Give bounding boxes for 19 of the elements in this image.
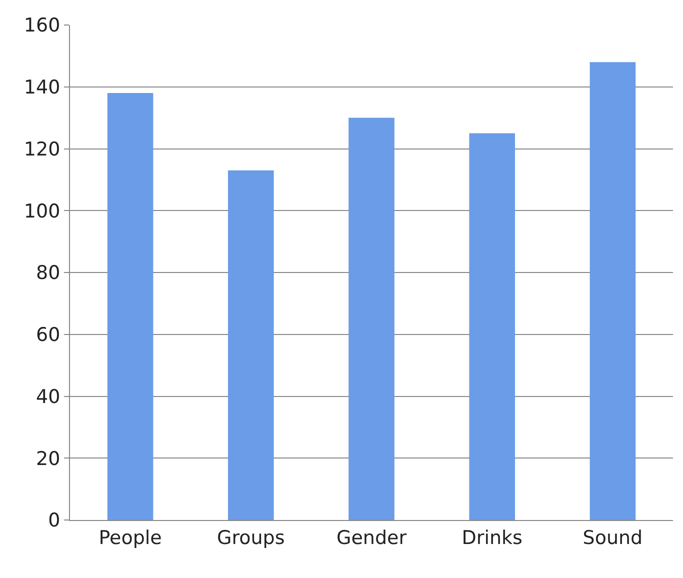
x-tick-label: Drinks — [462, 526, 522, 549]
x-tick-label: People — [98, 526, 162, 549]
x-tick-label: Groups — [217, 526, 285, 549]
y-tick-label: 20 — [36, 448, 60, 470]
y-tick-label: 140 — [24, 76, 60, 99]
y-tick-label: 40 — [36, 386, 60, 408]
x-tick-label: Sound — [582, 526, 643, 549]
y-tick-label: 100 — [24, 200, 60, 222]
y-tick-label: 0 — [48, 510, 60, 532]
y-tick-label: 80 — [36, 262, 60, 284]
y-tick-label: 120 — [24, 138, 60, 160]
bar — [590, 62, 636, 520]
bar — [107, 93, 154, 520]
x-tick-label: Gender — [336, 526, 407, 549]
bar — [228, 170, 274, 520]
bar — [469, 133, 516, 520]
y-tick-label: 160 — [24, 14, 60, 37]
bar — [348, 118, 394, 520]
y-tick-label: 60 — [36, 324, 60, 346]
